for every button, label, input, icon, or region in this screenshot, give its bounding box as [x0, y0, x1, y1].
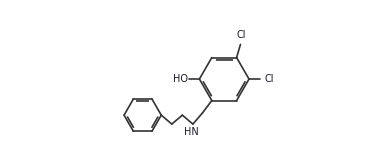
Text: Cl: Cl: [236, 30, 246, 40]
Text: HN: HN: [184, 127, 199, 137]
Text: HO: HO: [173, 74, 188, 84]
Text: Cl: Cl: [264, 74, 273, 84]
